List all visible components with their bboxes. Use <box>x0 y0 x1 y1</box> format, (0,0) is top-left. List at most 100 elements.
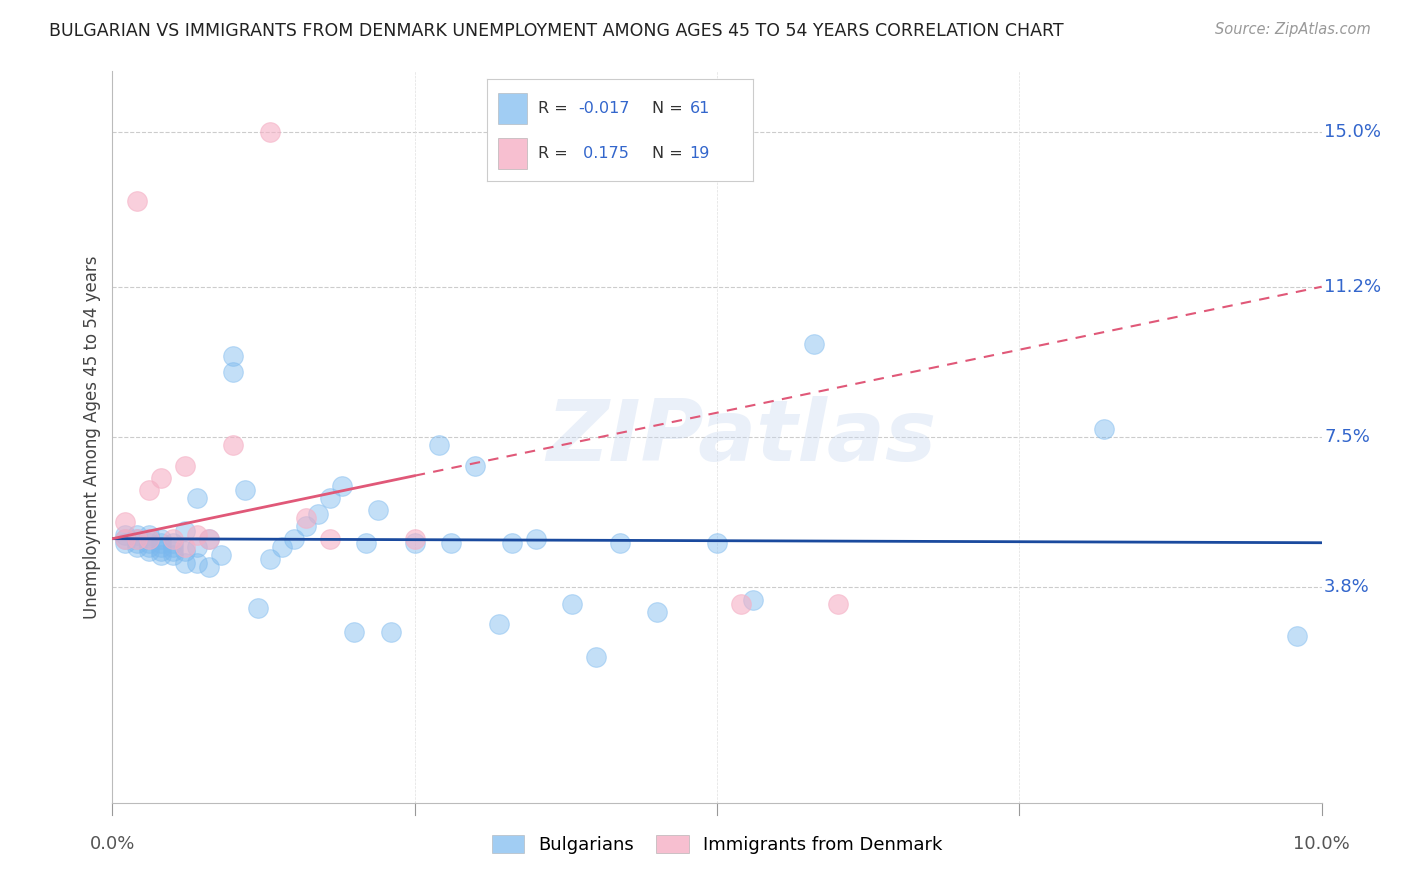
Point <box>162 548 184 562</box>
Point <box>149 544 172 558</box>
Point <box>198 560 221 574</box>
Point <box>488 617 510 632</box>
Point <box>125 194 148 209</box>
Point <box>174 544 197 558</box>
Point <box>380 625 402 640</box>
Point <box>174 458 197 473</box>
Text: 61: 61 <box>689 101 710 116</box>
Point <box>138 527 160 541</box>
Point <box>114 532 136 546</box>
Point <box>186 540 208 554</box>
Point <box>561 597 583 611</box>
Point <box>464 458 486 473</box>
Point <box>501 535 523 549</box>
Point <box>222 349 245 363</box>
Point <box>1286 629 1309 643</box>
Point <box>149 540 172 554</box>
Point <box>174 524 197 538</box>
Point <box>235 483 257 497</box>
Point <box>1092 422 1115 436</box>
Point <box>295 519 318 533</box>
Text: 11.2%: 11.2% <box>1324 277 1381 296</box>
Point <box>209 548 232 562</box>
Point <box>706 535 728 549</box>
Point <box>222 365 245 379</box>
Point <box>440 535 463 549</box>
FancyBboxPatch shape <box>498 93 527 124</box>
Y-axis label: Unemployment Among Ages 45 to 54 years: Unemployment Among Ages 45 to 54 years <box>83 255 101 619</box>
Point <box>149 535 172 549</box>
Text: 7.5%: 7.5% <box>1324 428 1369 446</box>
FancyBboxPatch shape <box>498 138 527 169</box>
Point <box>162 544 184 558</box>
Point <box>524 532 547 546</box>
Text: BULGARIAN VS IMMIGRANTS FROM DENMARK UNEMPLOYMENT AMONG AGES 45 TO 54 YEARS CORR: BULGARIAN VS IMMIGRANTS FROM DENMARK UNE… <box>49 22 1064 40</box>
Point <box>330 479 353 493</box>
Point <box>319 491 342 505</box>
Text: R =: R = <box>538 101 568 116</box>
Point <box>125 535 148 549</box>
Point <box>125 540 148 554</box>
Point <box>367 503 389 517</box>
Text: -0.017: -0.017 <box>578 101 630 116</box>
Point <box>356 535 378 549</box>
Point <box>404 532 426 546</box>
Point <box>427 438 450 452</box>
Text: N =: N = <box>652 101 683 116</box>
Point <box>125 532 148 546</box>
Point <box>149 532 172 546</box>
Point <box>138 532 160 546</box>
Point <box>742 592 765 607</box>
Point <box>730 597 752 611</box>
Point <box>222 438 245 452</box>
Text: 3.8%: 3.8% <box>1324 578 1369 597</box>
Point <box>138 483 160 497</box>
Point <box>162 532 184 546</box>
Point <box>162 535 184 549</box>
Text: ZIPatlas: ZIPatlas <box>546 395 936 479</box>
Point <box>609 535 631 549</box>
Point <box>114 516 136 530</box>
Legend: Bulgarians, Immigrants from Denmark: Bulgarians, Immigrants from Denmark <box>482 826 952 863</box>
Point <box>198 532 221 546</box>
Point <box>162 540 184 554</box>
Point <box>186 527 208 541</box>
Text: 0.175: 0.175 <box>578 146 628 161</box>
Point <box>138 544 160 558</box>
Text: 0.0%: 0.0% <box>90 835 135 854</box>
Text: 10.0%: 10.0% <box>1294 835 1350 854</box>
Point <box>283 532 305 546</box>
Point <box>246 600 269 615</box>
Point <box>186 491 208 505</box>
Point <box>174 556 197 570</box>
Point <box>404 535 426 549</box>
Point <box>114 532 136 546</box>
Point <box>186 556 208 570</box>
Point <box>307 508 329 522</box>
Point <box>138 535 160 549</box>
Point <box>827 597 849 611</box>
Point <box>138 532 160 546</box>
Point <box>585 649 607 664</box>
Point <box>125 532 148 546</box>
Point <box>803 336 825 351</box>
Point <box>149 548 172 562</box>
Point <box>343 625 366 640</box>
Point <box>645 605 668 619</box>
Text: N =: N = <box>652 146 683 161</box>
Point <box>125 527 148 541</box>
Point <box>149 471 172 485</box>
Point <box>174 540 197 554</box>
Text: R =: R = <box>538 146 568 161</box>
Text: Source: ZipAtlas.com: Source: ZipAtlas.com <box>1215 22 1371 37</box>
Point <box>259 125 281 139</box>
Text: 19: 19 <box>689 146 710 161</box>
Point <box>114 535 136 549</box>
Point <box>114 527 136 541</box>
Point <box>259 552 281 566</box>
Point <box>198 532 221 546</box>
Point <box>138 540 160 554</box>
Point <box>319 532 342 546</box>
Text: 15.0%: 15.0% <box>1324 123 1381 141</box>
Point <box>270 540 292 554</box>
